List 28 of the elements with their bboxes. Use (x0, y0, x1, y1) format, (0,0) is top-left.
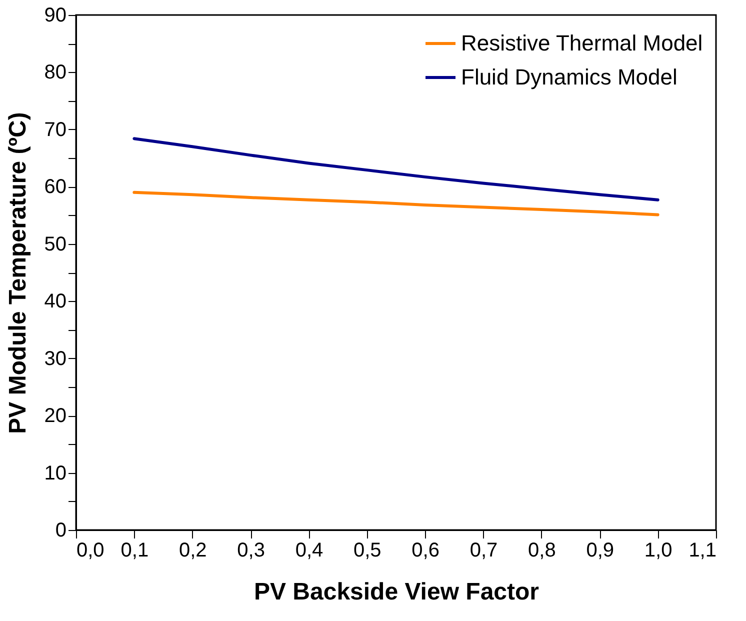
x-tick-label: 0,8 (528, 540, 556, 562)
y-tick-label: 50 (44, 233, 66, 256)
x-tick-label: 1,1 (688, 540, 716, 562)
y-tick-label: 90 (44, 4, 66, 26)
y-axis-title: PV Module Temperature (ºC) (4, 112, 32, 434)
x-tick-label: 0,2 (178, 540, 207, 562)
y-tick-label: 10 (44, 462, 66, 484)
y-tick-label: 30 (44, 348, 66, 370)
x-tick-label: 1,0 (644, 540, 672, 562)
line-series (132, 190, 660, 216)
x-tick-label: 0,7 (470, 540, 498, 562)
y-tick-label: 20 (44, 405, 66, 428)
y-tick-label: 80 (44, 62, 66, 84)
line-series (132, 137, 660, 202)
x-tick-label: 0,5 (354, 540, 382, 562)
x-tick-label: 0,1 (120, 540, 149, 562)
y-tick-label: 60 (44, 176, 66, 198)
x-tick-label: 0,6 (412, 540, 440, 562)
x-tick-label: 0,4 (295, 540, 324, 562)
y-tick-label: 0 (55, 520, 66, 542)
legend-label: Fluid Dynamics Model (461, 64, 678, 90)
y-tick-label: 40 (44, 290, 66, 313)
x-tick-label: 0,9 (586, 540, 614, 562)
x-tick-label: 0,3 (237, 540, 265, 562)
legend-label: Resistive Thermal Model (461, 30, 703, 56)
x-axis-title: PV Backside View Factor (254, 578, 540, 606)
y-tick-label: 70 (44, 118, 66, 141)
x-tick-label: 0,0 (76, 540, 104, 562)
